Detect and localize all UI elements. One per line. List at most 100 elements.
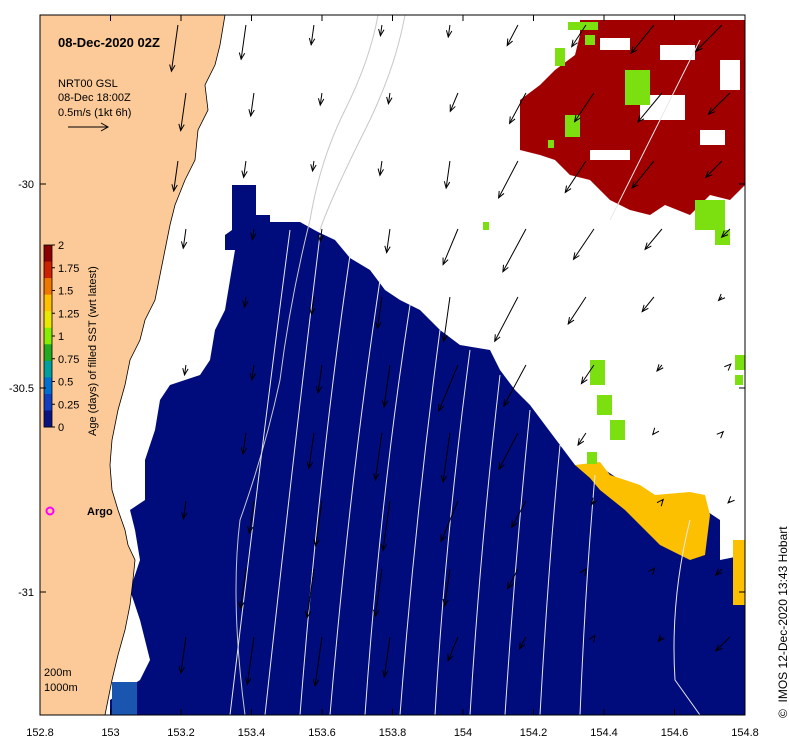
vector-arrow	[494, 296, 519, 342]
vector-arrow	[251, 228, 255, 240]
vector-arrow	[443, 296, 451, 342]
lon-label: 153	[101, 727, 119, 739]
vector-arrowhead	[377, 168, 384, 177]
vector-arrow	[383, 636, 391, 677]
vector-arrowhead	[714, 568, 723, 577]
vector-arrowhead	[494, 334, 501, 343]
colorbar-segment	[44, 410, 52, 428]
vector-arrow	[708, 92, 731, 115]
vector-arrow	[581, 364, 595, 384]
sst-orange-edge	[733, 540, 745, 605]
vector-arrowhead	[511, 520, 518, 529]
vector-arrowhead	[441, 334, 448, 343]
vector-arrow	[387, 92, 391, 104]
sst-orange-region	[575, 462, 710, 560]
vector-arrowhead	[724, 363, 732, 371]
lon-label: 154.2	[520, 727, 548, 739]
vector-arrowhead	[310, 164, 317, 173]
vector-arrow	[564, 160, 587, 193]
vector-arrowhead	[312, 678, 320, 688]
vector-arrow	[447, 636, 459, 661]
vector-arrow	[379, 160, 383, 176]
colorbar-segment	[44, 360, 52, 378]
vector-arrow	[574, 92, 595, 122]
vector-arrowhead	[445, 30, 453, 39]
vector-arrowhead	[707, 107, 716, 116]
colorbar-segment	[44, 294, 52, 312]
vector-arrowhead	[245, 677, 252, 686]
depth-legend-1000m: 1000m	[44, 682, 78, 694]
vector-arrow	[377, 296, 383, 329]
vector-arrowhead	[384, 245, 391, 254]
vector-legend-time: 08-Dec 18:00Z	[58, 92, 131, 104]
vector-arrowhead	[247, 526, 254, 535]
lon-label: 153.6	[308, 727, 336, 739]
vector-arrowhead	[438, 403, 445, 413]
vector-arrow	[319, 228, 323, 242]
vector-arrowhead	[442, 257, 449, 266]
vector-legend-product: NRT00 GSL	[58, 78, 118, 90]
vector-arrowhead	[386, 96, 393, 105]
sst-old-region	[520, 20, 745, 215]
vector-arrow	[383, 364, 391, 407]
vector-arrowhead	[304, 610, 312, 619]
vector-arrowhead	[564, 185, 572, 194]
vector-arrowhead	[579, 567, 587, 576]
vector-arrow	[173, 160, 179, 192]
vector-arrowhead	[704, 170, 713, 179]
sst-recent-region	[110, 185, 745, 715]
lon-label: 154.4	[590, 727, 618, 739]
argo-float-marker	[45, 506, 55, 516]
vector-arrowhead	[571, 39, 578, 48]
vector-arrow	[243, 160, 247, 178]
vector-arrowhead	[378, 28, 385, 38]
vector-arrowhead	[182, 368, 189, 377]
scale-arrow-icon	[68, 122, 110, 132]
vector-arrowhead	[381, 399, 389, 409]
lon-label: 154.8	[731, 727, 759, 739]
colorbar-segment	[44, 393, 52, 411]
colorbar-segment	[44, 245, 52, 263]
vector-arrowhead	[443, 181, 451, 190]
vector-arrowhead	[637, 115, 645, 124]
vector-arrow	[180, 636, 187, 674]
vector-arrowhead	[309, 307, 316, 316]
vector-arrow	[444, 568, 451, 606]
colorbar-segment	[44, 311, 52, 329]
vector-arrow	[442, 432, 451, 483]
vector-arrowhead	[317, 234, 325, 243]
vector-arrowhead	[717, 293, 726, 302]
vector-arrowhead	[657, 634, 665, 643]
lat-label: -30.5	[9, 383, 34, 395]
lon-label: 153.8	[379, 727, 407, 739]
vector-arrow	[567, 296, 587, 325]
vector-arrow	[440, 500, 459, 542]
vector-arrowhead	[181, 512, 188, 521]
vector-arrow	[311, 296, 315, 315]
vector-arrowhead	[180, 241, 188, 250]
vector-arrowhead	[580, 376, 588, 385]
velocity-vectors	[169, 24, 735, 688]
depth-legend-200m: 200m	[44, 667, 72, 679]
vector-arrowhead	[440, 475, 448, 484]
vector-arrow	[386, 228, 391, 253]
vector-arrow	[308, 432, 315, 469]
vector-arrow	[637, 92, 663, 123]
vector-arrowhead	[238, 601, 245, 610]
vector-arrowhead	[631, 181, 639, 190]
vector-arrow	[314, 636, 323, 686]
vector-arrowhead	[248, 109, 255, 118]
vector-arrow	[502, 228, 527, 273]
vector-arrowhead	[313, 538, 320, 548]
vector-arrow	[644, 228, 663, 250]
colorbar-tick-label: 1	[58, 331, 64, 343]
colorbar-tick-label: 0.5	[58, 377, 73, 389]
vector-arrowhead	[656, 364, 664, 372]
vector-arrowhead	[447, 653, 454, 662]
vector-arrow	[445, 160, 451, 189]
lon-label: 153.2	[167, 727, 195, 739]
colorbar-label: Age (days) of filled SST (wrt latest)	[87, 266, 99, 436]
vector-arrow	[315, 500, 323, 546]
vector-arrowhead	[567, 316, 575, 326]
vector-arrow	[656, 364, 663, 372]
